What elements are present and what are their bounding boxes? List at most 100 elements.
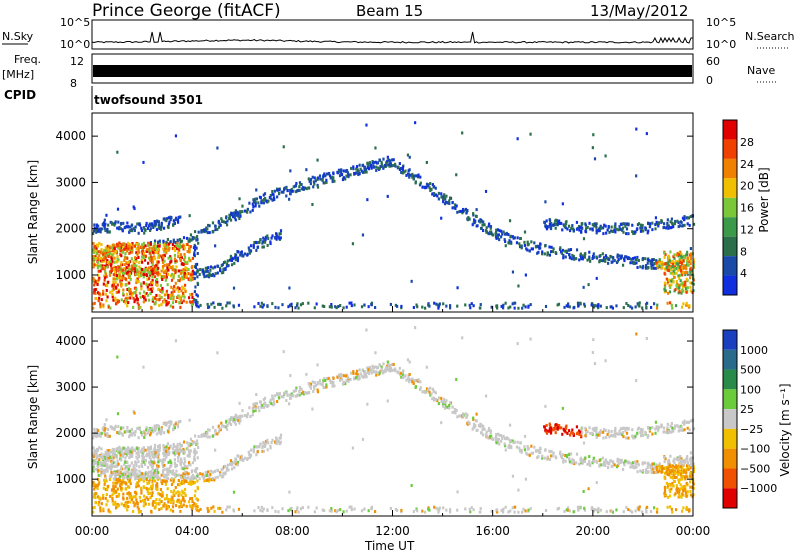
power-cell [620, 256, 623, 260]
power-cell [545, 219, 548, 223]
power-cell [108, 246, 111, 250]
noise-trace [91, 31, 693, 44]
velocity-cell [579, 456, 582, 460]
power-cell [145, 224, 148, 228]
power-cell [631, 230, 634, 234]
velocity-cell [683, 428, 686, 432]
power-cell [151, 247, 154, 251]
power-cell [152, 255, 156, 259]
power-cell [674, 259, 677, 263]
power-cell [118, 274, 122, 278]
velocity-cell [633, 466, 636, 470]
velocity-cell [124, 487, 127, 491]
power-cell [641, 229, 645, 233]
velocity-cell [550, 454, 553, 458]
velocity-cell [142, 504, 145, 508]
power-cell [135, 281, 138, 285]
velocity-cell [652, 462, 655, 466]
velocity-cell [292, 389, 295, 393]
velocity-cell [183, 451, 186, 455]
colorbar-tick: 24 [740, 158, 754, 171]
velocity-cell [119, 467, 123, 471]
power-cell [125, 266, 128, 270]
velocity-cell [178, 500, 181, 504]
power-cell [117, 288, 121, 292]
power-cell [519, 237, 522, 241]
power-cell [686, 222, 689, 226]
power-cell [665, 226, 668, 230]
power-cell [146, 285, 149, 289]
power-cell [234, 253, 238, 257]
power-cell [224, 220, 227, 224]
power-cell [363, 165, 366, 169]
power-cell [616, 253, 619, 257]
power-cell [225, 216, 228, 220]
velocity-cell [409, 378, 412, 382]
power-cell [603, 223, 606, 227]
power-cell [589, 227, 592, 231]
power-cell [497, 233, 500, 237]
power-cell [637, 222, 641, 226]
power-cell [543, 221, 546, 225]
power-cell [175, 243, 178, 247]
power-cell [228, 213, 231, 217]
velocity-cell [363, 370, 366, 374]
velocity-cell [103, 463, 106, 467]
power-cell [261, 305, 264, 309]
velocity-cell [191, 477, 194, 481]
velocity-cell [94, 433, 98, 437]
velocity-cell [614, 426, 617, 430]
velocity-cell [561, 453, 564, 457]
power-cell [617, 257, 620, 261]
velocity-cell [102, 425, 106, 429]
power-cell [602, 232, 605, 236]
power-cell [166, 283, 169, 287]
velocity-cell [178, 491, 181, 495]
power-cell [626, 222, 629, 226]
power-cell [431, 192, 434, 196]
power-cell [551, 250, 555, 254]
velocity-cell [149, 433, 152, 437]
power-cell [185, 266, 188, 270]
power-cell [646, 301, 649, 305]
power-cell [125, 298, 128, 302]
velocity-cell [403, 375, 406, 379]
velocity-cell [558, 426, 562, 430]
power-cell [170, 256, 173, 260]
velocity-cell [434, 391, 437, 395]
velocity-cell [138, 427, 142, 431]
power-cell [122, 292, 125, 296]
power-cell [232, 304, 235, 308]
power-cell [179, 305, 182, 309]
power-cell [126, 221, 129, 225]
velocity-cell [649, 426, 652, 430]
velocity-cell [228, 420, 231, 424]
power-cell [509, 234, 512, 238]
power-cell [142, 256, 145, 260]
power-cell [165, 263, 169, 267]
power-cell [448, 304, 452, 308]
power-cell [616, 255, 619, 259]
power-cell [627, 232, 630, 236]
velocity-cell [342, 374, 345, 378]
velocity-cell [102, 496, 105, 500]
power-cell [476, 224, 479, 228]
power-cell [126, 296, 130, 300]
velocity-cell [536, 449, 539, 453]
power-cell [131, 250, 134, 254]
velocity-cell [641, 433, 645, 437]
velocity-cell [200, 434, 203, 438]
velocity-cell [221, 423, 224, 427]
power-cell [148, 273, 152, 277]
velocity-cell [548, 457, 552, 461]
power-cell [598, 260, 601, 264]
velocity-cell [151, 455, 154, 459]
velocity-cell [538, 449, 541, 453]
power-cell [680, 305, 684, 309]
velocity-cell [119, 484, 122, 488]
power-cell [112, 248, 115, 252]
power-cell [454, 206, 457, 210]
velocity-cell [655, 425, 658, 429]
power-cell [220, 217, 223, 221]
power-cell [153, 242, 156, 246]
